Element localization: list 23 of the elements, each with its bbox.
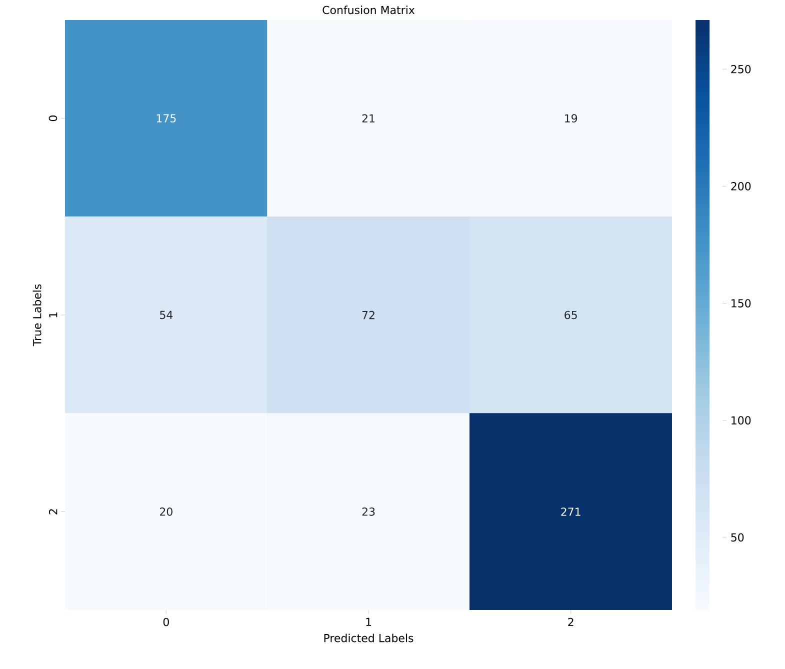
x-tick-label: 1 — [366, 618, 371, 626]
y-axis-title: True Labels — [32, 284, 42, 346]
color-bar-label: 100 — [732, 416, 751, 425]
y-tick-label: 1 — [49, 312, 58, 318]
color-bar-label: 50 — [731, 533, 744, 542]
data-label: 65 — [564, 310, 577, 320]
y-tick-label: 2 — [48, 509, 58, 514]
color-bar-label: 200 — [731, 182, 751, 190]
color-bar-label: 250 — [731, 64, 751, 74]
data-label: 21 — [362, 114, 374, 122]
data-label: 19 — [565, 114, 578, 122]
y-tick-label: 0 — [48, 116, 58, 122]
data-label: 271 — [561, 508, 580, 516]
data-label: 175 — [156, 114, 176, 122]
x-tick-label: 0 — [163, 618, 169, 626]
data-label: 20 — [160, 507, 172, 516]
data-label: 23 — [362, 507, 375, 516]
color-bar-label: 150 — [732, 299, 751, 308]
x-axis-title: Predicted Labels — [324, 634, 414, 642]
x-tick-label: 2 — [568, 618, 574, 626]
data-label: 54 — [160, 310, 173, 320]
data-label: 72 — [362, 310, 374, 320]
chart-title: Confusion Matrix — [322, 6, 415, 14]
